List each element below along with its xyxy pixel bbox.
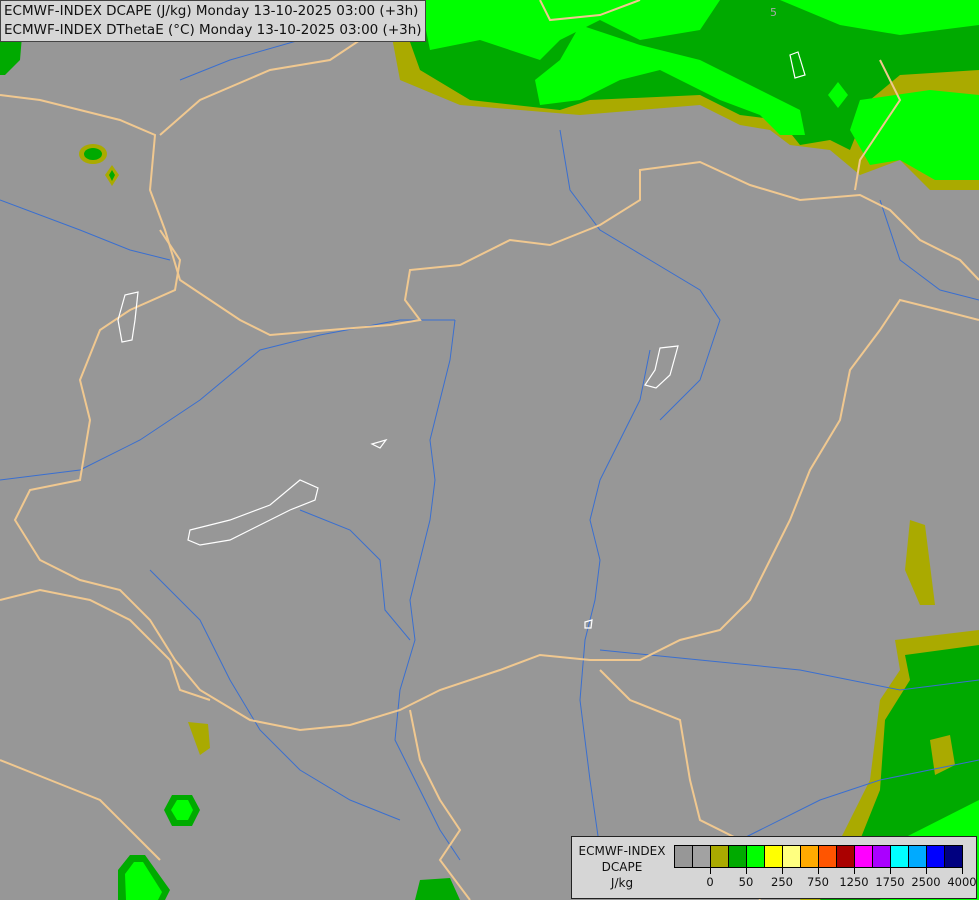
title-line-dcape: ECMWF-INDEX DCAPE (J/kg) Monday 13-10-20… [4,3,419,19]
legend-tick-label: 250 [771,875,793,889]
legend-swatch [909,846,927,867]
legend-swatches [674,845,963,868]
legend-tick [962,868,963,874]
legend-swatch [765,846,783,867]
legend-tick [926,868,927,874]
legend-swatch [693,846,711,867]
legend-parameter: DCAPE [601,860,643,874]
legend-tick-label: 750 [807,875,829,889]
map-title: ECMWF-INDEX DCAPE (J/kg) Monday 13-10-20… [0,0,426,42]
lakes [117,51,806,629]
color-legend: ECMWF-INDEX DCAPE J/kg 0 50 250 750 1250 1750… [571,836,977,899]
legend-swatch [873,846,891,867]
legend-swatch [837,846,855,867]
legend-tick-label: 1750 [875,875,905,889]
legend-swatch [783,846,801,867]
dcape-shading-spots [79,144,935,900]
legend-unit: J/kg [610,876,634,890]
legend-swatch [819,846,837,867]
title-line-dthetae: ECMWF-INDEX DThetaE (°C) Monday 13-10-20… [4,22,422,38]
legend-tick-label: 4000 [947,875,977,889]
legend-swatch [675,846,693,867]
contour-label: 5 [770,6,777,19]
legend-swatch [711,846,729,867]
legend-tick-label: 1250 [839,875,869,889]
lake-neusiedl [117,291,139,343]
legend-model: ECMWF-INDEX [578,844,666,858]
legend-tick [782,868,783,874]
legend-swatch [801,846,819,867]
legend-tick [854,868,855,874]
legend-tick [890,868,891,874]
legend-swatch [729,846,747,867]
legend-swatch [855,846,873,867]
legend-tick [746,868,747,874]
legend-tick-label: 2500 [911,875,941,889]
legend-swatch [927,846,945,867]
legend-tick-label: 50 [738,875,754,889]
legend-swatch [747,846,765,867]
lake-balaton [187,479,319,546]
legend-swatch [945,846,962,867]
legend-tick-label: 0 [706,875,714,889]
legend-tick [710,868,711,874]
legend-tick [818,868,819,874]
legend-swatch [891,846,909,867]
